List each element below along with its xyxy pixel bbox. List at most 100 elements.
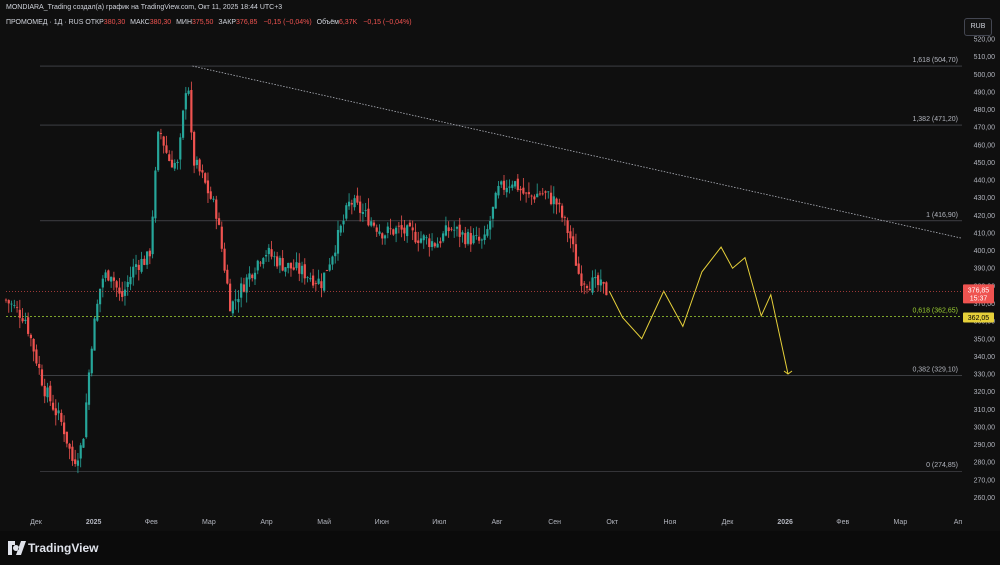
ohlc-key: МИН: [174, 19, 193, 26]
trendline-line[interactable]: [192, 65, 963, 239]
candle-body: [215, 199, 218, 219]
x-tick-label: Июл: [432, 519, 446, 526]
candle-body: [60, 412, 63, 422]
candle-body: [605, 282, 608, 296]
candle-body: [599, 279, 602, 286]
candle-body: [425, 237, 428, 239]
candle-body: [123, 289, 127, 296]
x-tick-label: Июн: [375, 519, 389, 526]
candle-body: [563, 217, 566, 218]
symbol-label[interactable]: ПРОМОМЕД · 1Д · RUS: [6, 19, 84, 26]
candle-body: [278, 257, 282, 266]
candle-body: [74, 459, 77, 464]
price-axis[interactable]: 520,00 510,00 500,00 490,00 480,00 470,00 460,…: [974, 37, 996, 502]
candle-body: [96, 303, 99, 321]
y-tick-label: 450,00: [974, 160, 996, 167]
candle-body: [49, 385, 52, 402]
tradingview-logo-icon[interactable]: [8, 541, 26, 555]
y-tick-label: 340,00: [974, 354, 996, 361]
candle-body: [566, 220, 569, 233]
projection-line[interactable]: [608, 246, 789, 375]
candle-body: [168, 154, 171, 161]
fib-label: 0,382 (329,10): [912, 367, 958, 374]
candle-body: [406, 225, 409, 237]
candle-body: [320, 281, 323, 289]
candle-body: [13, 305, 16, 306]
candle-body: [256, 260, 259, 271]
candle-body: [478, 236, 481, 241]
time-axis[interactable]: Дек 2025 Фев Мар Апр Май Июн Июл Авг Сен Окт Ноя Дек…: [30, 518, 962, 526]
candle-body: [18, 309, 21, 318]
candle-body: [378, 231, 381, 234]
candle-body: [336, 229, 340, 254]
candle-body: [146, 251, 149, 265]
candle-body: [170, 159, 174, 168]
candle-body: [328, 264, 331, 271]
candle-body: [489, 220, 492, 230]
x-tick-label: Окт: [606, 519, 619, 526]
candle-body: [547, 191, 550, 193]
candle-body: [439, 241, 442, 244]
candle-body: [594, 277, 597, 279]
candle-body: [386, 226, 389, 233]
candle-body: [201, 170, 204, 173]
candle-body: [63, 422, 66, 435]
candle-body: [159, 133, 163, 134]
candle-body: [129, 276, 132, 285]
candle-body: [381, 233, 384, 239]
candle-body: [541, 193, 544, 195]
chart-attribution: MONDIARA_Trading создал(а) график на Tra…: [6, 4, 283, 11]
candle-body: [4, 299, 8, 301]
candle-body: [372, 222, 376, 226]
candle-body: [370, 221, 373, 226]
candle-body: [234, 299, 237, 301]
tradingview-brand[interactable]: TradingView: [28, 541, 99, 555]
currency-button[interactable]: RUB: [964, 18, 992, 36]
candle-body: [7, 300, 10, 304]
fib-label: 0,618 (362,65): [912, 307, 958, 314]
candle-body: [162, 136, 165, 146]
candle-body: [591, 277, 594, 293]
y-tick-label: 440,00: [974, 178, 996, 185]
candle-body: [342, 220, 345, 225]
y-tick-label: 390,00: [974, 266, 996, 273]
trendline[interactable]: [192, 65, 963, 239]
y-tick-label: 300,00: [974, 424, 996, 431]
chart-background: [0, 0, 1000, 531]
y-tick-label: 270,00: [974, 477, 996, 484]
x-tick-label: Май: [317, 518, 331, 526]
candle-body: [29, 334, 33, 339]
candle-body: [306, 277, 309, 278]
candle-body: [10, 303, 13, 305]
candle-body: [193, 132, 196, 166]
candle-body: [251, 274, 254, 279]
fib-label: 0 (274,85): [926, 462, 958, 469]
ohlc-key: ОТКР: [85, 19, 104, 26]
x-tick-label: Ноя: [664, 519, 677, 526]
candle-body: [505, 187, 508, 193]
y-tick-label: 420,00: [974, 213, 996, 220]
candle-body: [121, 291, 124, 297]
candle-body: [494, 192, 497, 209]
candles: [4, 81, 608, 474]
candle-body: [417, 240, 420, 243]
candle-body: [137, 264, 140, 270]
price-chart[interactable]: 1,618 (504,70) 1,382 (471,20) 1 (416,90) 0,…: [0, 0, 1000, 531]
y-tick-label: 350,00: [974, 336, 996, 343]
x-tick-label: Ап: [954, 519, 963, 526]
candle-body: [536, 193, 539, 198]
candle-body: [87, 372, 91, 405]
y-tick-label: 280,00: [974, 460, 996, 467]
candle-body: [544, 191, 547, 193]
projection-path[interactable]: [608, 246, 793, 375]
candle-body: [240, 283, 243, 298]
candle-body: [312, 275, 315, 286]
candle-body: [248, 273, 251, 280]
candle-body: [455, 226, 459, 229]
x-tick-label: Авг: [492, 519, 503, 526]
projection-arrow-icon: [783, 370, 793, 375]
fib-label: 1,382 (471,20): [912, 116, 958, 123]
candle-body: [173, 162, 176, 169]
candle-body: [46, 387, 49, 398]
ohlc-value: 380,30: [103, 19, 126, 26]
